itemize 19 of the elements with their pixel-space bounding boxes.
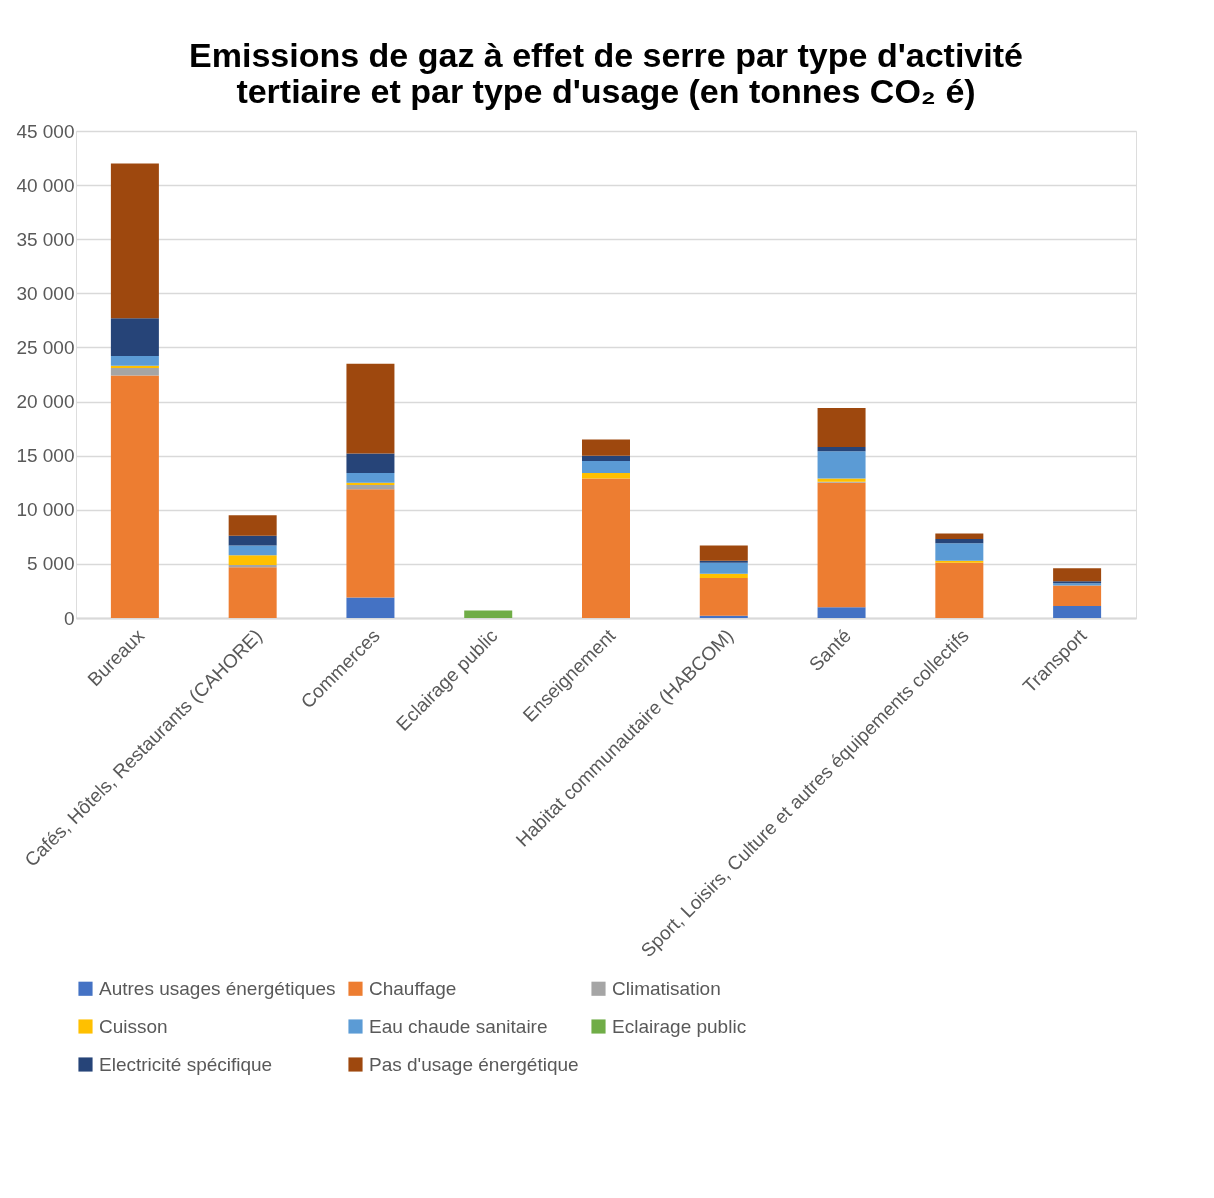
y-tick-label: 0 xyxy=(63,607,75,629)
y-tick-label: 15 000 xyxy=(16,445,75,467)
text: Emissions de gaz à effet de serre par type d'activité xyxy=(189,36,1023,74)
y-tick-label: 5 000 xyxy=(26,553,75,575)
y-tick-label: 30 000 xyxy=(16,282,75,304)
legend-label: Eclairage public xyxy=(612,1015,747,1037)
legend-label: Pas d'usage énergétique xyxy=(369,1053,579,1075)
legend-label: Eau chaude sanitaire xyxy=(369,1015,548,1037)
y-tick-label: 25 000 xyxy=(16,336,75,358)
legend-label: Chauffage xyxy=(369,977,457,999)
legend-label: Climatisation xyxy=(612,977,721,999)
y-tick-label: 20 000 xyxy=(16,391,75,413)
legend-label: Electricité spécifique xyxy=(99,1053,273,1075)
y-tick-label: 10 000 xyxy=(16,499,75,521)
legend-label: Cuisson xyxy=(99,1015,168,1037)
y-tick-label: 35 000 xyxy=(16,228,75,250)
y-tick-label: 45 000 xyxy=(16,120,75,142)
legend-label: Autres usages énergétiques xyxy=(99,977,336,999)
y-tick-label: 40 000 xyxy=(16,174,75,196)
